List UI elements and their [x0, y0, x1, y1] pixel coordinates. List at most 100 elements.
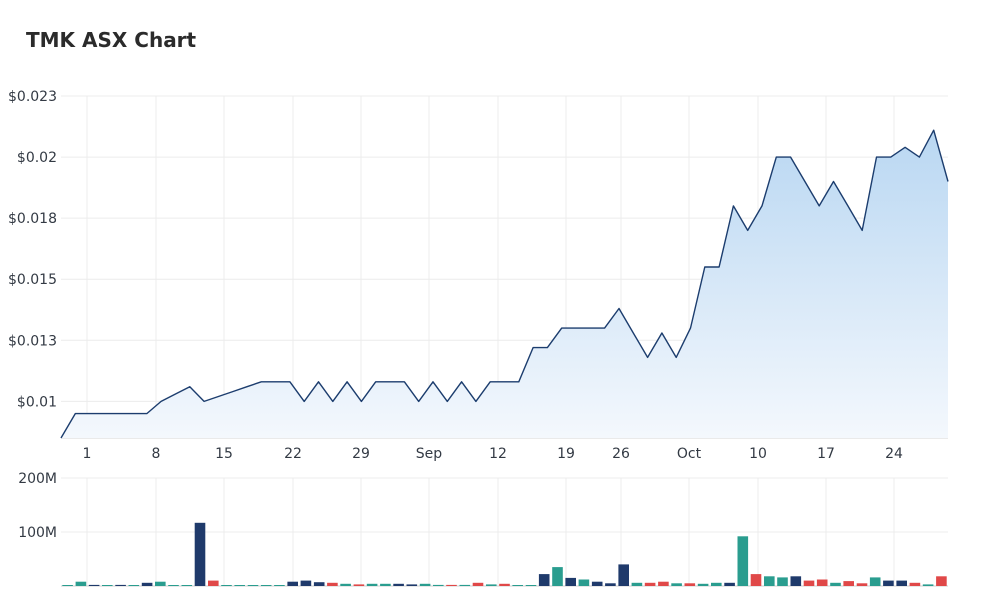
price-point [818, 204, 821, 207]
volume-bar [327, 582, 338, 586]
price-point [832, 180, 835, 183]
price-point [74, 412, 77, 415]
volume-bar [512, 585, 523, 586]
price-point [675, 356, 678, 359]
volume-tick-label: 200M [18, 471, 57, 487]
price-tick-label: $0.023 [8, 89, 57, 105]
volume-axis-labels: 200M 100M [18, 471, 57, 541]
volume-bar [221, 585, 232, 586]
volume-bar [366, 583, 378, 586]
price-point [904, 146, 907, 149]
volume-bar [353, 584, 365, 586]
date-tick-label: 15 [215, 446, 233, 462]
price-point [761, 204, 764, 207]
price-point [288, 380, 291, 383]
volume-bar [790, 576, 802, 586]
volume-bar [816, 579, 828, 586]
volume-bar [168, 585, 179, 586]
volume-grid-lines [61, 477, 948, 587]
volume-bar [433, 584, 444, 586]
price-point [403, 380, 406, 383]
price-point [331, 400, 334, 403]
price-point [346, 380, 349, 383]
volume-bar [856, 583, 868, 586]
date-tick-label: 1 [83, 446, 92, 462]
volume-bar [525, 585, 537, 586]
price-point [517, 380, 520, 383]
volume-bar [843, 581, 854, 586]
price-point [417, 400, 420, 403]
date-tick-label: 8 [152, 446, 161, 462]
price-point [245, 385, 248, 388]
price-point [589, 327, 592, 330]
price-point [431, 380, 434, 383]
price-point [503, 380, 506, 383]
price-area [60, 129, 949, 440]
volume-bar [340, 583, 351, 586]
volume-bar [538, 574, 550, 586]
price-point [703, 266, 706, 269]
date-tick-label: 24 [885, 446, 903, 462]
volume-bar [750, 574, 762, 586]
price-point [446, 400, 449, 403]
volume-bar [671, 583, 682, 586]
price-point [746, 229, 749, 232]
volume-bar [565, 577, 576, 586]
volume-bar [155, 581, 166, 586]
price-point [60, 437, 63, 440]
price-point [145, 412, 148, 415]
volume-bar [777, 577, 788, 586]
price-point [632, 331, 635, 334]
price-point [117, 412, 120, 415]
price-point [660, 331, 663, 334]
price-point [617, 307, 620, 310]
date-axis-labels: 1 8 15 22 29 Sep 12 19 26 Oct 10 17 24 [83, 446, 903, 462]
price-tick-label: $0.018 [8, 211, 57, 227]
volume-bar [380, 583, 391, 586]
price-point [374, 380, 377, 383]
volume-bar [684, 583, 696, 586]
price-point [460, 380, 463, 383]
volume-bar [75, 581, 87, 586]
volume-bar [883, 580, 894, 586]
volume-bar [300, 580, 312, 586]
price-axis-labels: $0.023 $0.02 $0.018 $0.015 $0.013 $0.01 [8, 89, 57, 410]
price-point [732, 204, 735, 207]
volume-bar [260, 585, 272, 586]
volume-bar [896, 580, 907, 586]
price-point [532, 346, 535, 349]
date-tick-label: Sep [416, 446, 443, 462]
volume-bar [247, 585, 259, 586]
volume-bar [208, 580, 219, 586]
price-point [188, 385, 191, 388]
price-point [489, 380, 492, 383]
volume-bar [618, 564, 629, 586]
price-point [603, 327, 606, 330]
date-tick-label: Oct [677, 446, 702, 462]
price-tick-label: $0.02 [17, 150, 57, 166]
price-point [389, 380, 392, 383]
volume-bar [578, 579, 590, 586]
price-point [718, 266, 721, 269]
price-point [317, 380, 320, 383]
date-tick-label: 10 [749, 446, 767, 462]
price-point [546, 346, 549, 349]
volume-bar [869, 577, 881, 586]
price-point [889, 156, 892, 159]
volume-bar [830, 582, 841, 586]
price-line [60, 129, 949, 439]
volume-bar [499, 583, 510, 586]
volume-bar [711, 582, 722, 586]
price-point [803, 180, 806, 183]
price-tick-label: $0.015 [8, 272, 57, 288]
volume-bar [658, 581, 669, 586]
date-tick-label: 19 [557, 446, 575, 462]
volume-bar [724, 582, 735, 586]
price-point [689, 327, 692, 330]
price-point [846, 204, 849, 207]
price-point [160, 400, 163, 403]
price-point [260, 380, 263, 383]
date-tick-label: 22 [284, 446, 302, 462]
volume-tick-label: 100M [18, 525, 57, 541]
price-point [88, 412, 91, 415]
